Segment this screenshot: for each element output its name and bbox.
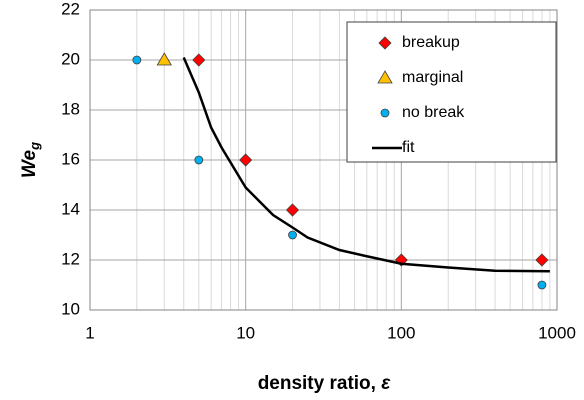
x-axis-title-text: density ratio, bbox=[258, 373, 382, 394]
y-axis-title: Weg bbox=[19, 142, 42, 178]
triangle-marker bbox=[377, 70, 393, 84]
x-tick-label: 1 bbox=[85, 323, 94, 342]
legend-label: breakup bbox=[402, 34, 460, 51]
y-tick-label: 16 bbox=[61, 149, 80, 168]
circle-marker bbox=[537, 280, 547, 290]
circle-marker bbox=[132, 55, 142, 65]
y-tick-label: 22 bbox=[61, 0, 80, 18]
x-tick-label: 1000 bbox=[538, 323, 576, 342]
y-tick-label: 18 bbox=[61, 99, 80, 118]
legend: breakup marginal no break fit bbox=[346, 21, 557, 163]
legend-label: no break bbox=[402, 104, 465, 121]
x-tick-label: 10 bbox=[236, 323, 255, 342]
legend-label: marginal bbox=[402, 69, 463, 86]
diamond-marker bbox=[192, 53, 206, 67]
y-tick-label: 14 bbox=[61, 199, 80, 218]
y-tick-label: 20 bbox=[61, 49, 80, 68]
x-axis-symbol: ε bbox=[381, 373, 391, 394]
circle-marker bbox=[194, 155, 204, 165]
circle-marker bbox=[380, 108, 390, 118]
y-tick-label: 12 bbox=[61, 249, 80, 268]
legend-label: fit bbox=[402, 139, 415, 156]
fit-line bbox=[182, 57, 550, 273]
diamond-marker bbox=[378, 36, 392, 50]
y-tick-label: 10 bbox=[61, 299, 80, 318]
diamond-marker bbox=[239, 153, 253, 167]
x-axis-title: density ratio, ε bbox=[258, 373, 392, 394]
diamond-marker bbox=[535, 253, 549, 267]
x-tick-label: 100 bbox=[387, 323, 415, 342]
y-axis-title-sub: g bbox=[27, 142, 42, 151]
plot-frame bbox=[89, 9, 558, 311]
circle-marker bbox=[288, 230, 297, 240]
y-axis-title-main: We bbox=[19, 149, 40, 178]
diamond-marker bbox=[285, 203, 300, 217]
triangle-marker bbox=[156, 52, 172, 66]
